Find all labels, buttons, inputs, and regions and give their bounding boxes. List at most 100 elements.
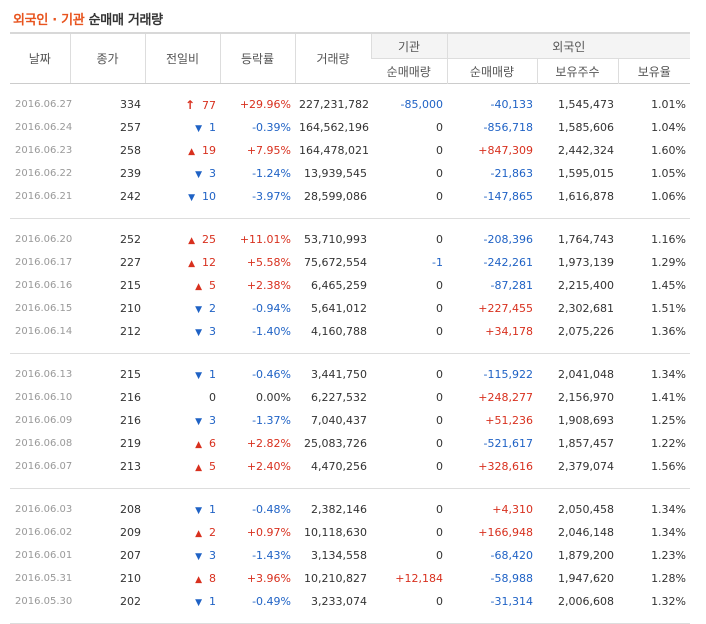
row-volume: 6,227,532 (311, 391, 367, 404)
row-change: ▼ 1 (145, 363, 220, 386)
row-foreign-ratio: 1.25% (651, 414, 687, 427)
row-foreign-net: +51,236 (485, 414, 533, 427)
row-close: 257 (120, 121, 141, 134)
row-change: ▼ 2 (145, 297, 220, 320)
row-change: ▲ 25 (145, 228, 220, 251)
table-row: 2016.06.01 207 ▼ 3 -1.43% 3,134,558 0 -68,420 1,… (10, 544, 690, 567)
row-rate: +11.01% (239, 233, 291, 246)
table-row: 2016.05.30 202 ▼ 1 -0.49% 3,233,074 0 -31,314 2,… (10, 590, 690, 613)
row-close: 202 (120, 595, 141, 608)
row-foreign-ratio: 1.41% (651, 391, 687, 404)
down-triangle-icon: ▼ (195, 552, 202, 562)
row-foreign-ratio: 1.22% (651, 437, 687, 450)
row-inst-net: 0 (436, 503, 443, 516)
row-foreign-net: -147,865 (483, 190, 533, 203)
row-change: ↑ 77 (145, 93, 220, 116)
row-foreign-hold: 1,764,743 (558, 233, 614, 246)
row-volume: 53,710,993 (304, 233, 367, 246)
row-volume: 7,040,437 (311, 414, 367, 427)
trading-table: 날짜 종가 전일비 등락률 거래량 기관 외국인 순매매량 순매매량 보유주수 … (10, 32, 691, 624)
table-row: 2016.05.31 210 ▲ 8 +3.96% 10,210,827 +12,184 -5… (10, 567, 690, 590)
row-inst-net: 0 (436, 549, 443, 562)
row-foreign-ratio: 1.36% (651, 325, 687, 338)
header-change: 전일비 (144, 33, 220, 84)
table-row: 2016.06.16 215 ▲ 5 +2.38% 6,465,259 0 -87,281 2,… (10, 274, 690, 297)
change-value: 10 (202, 190, 216, 203)
table-row: 2016.06.02 209 ▲ 2 +0.97% 10,118,630 0 +166,948… (10, 521, 690, 544)
table-row: 2016.06.21 242 ▼ 10 -3.97% 28,599,086 0 -147,86… (10, 185, 690, 208)
row-volume: 25,083,726 (304, 437, 367, 450)
row-date: 2016.06.08 (15, 438, 73, 449)
row-rate: +2.40% (246, 460, 291, 473)
row-foreign-hold: 2,379,074 (558, 460, 614, 473)
row-rate: -1.40% (252, 325, 291, 338)
down-triangle-icon: ▼ (195, 170, 202, 180)
up-triangle-icon: ▲ (188, 259, 195, 269)
row-volume: 75,672,554 (304, 256, 367, 269)
row-change: ▼ 3 (145, 162, 220, 185)
row-date: 2016.06.22 (15, 168, 73, 179)
row-rate: -1.37% (252, 414, 291, 427)
header-inst-group: 기관 (370, 33, 447, 59)
up-triangle-icon: ▲ (195, 463, 202, 473)
row-foreign-net: +227,455 (478, 302, 533, 315)
row-foreign-ratio: 1.60% (651, 144, 687, 157)
row-foreign-ratio: 1.16% (651, 233, 687, 246)
row-foreign-net: -68,420 (490, 549, 533, 562)
row-date: 2016.06.10 (15, 392, 73, 403)
table-row: 2016.06.27 334 ↑ 77 +29.96% 227,231,782 -85,00… (10, 93, 690, 116)
row-date: 2016.06.21 (15, 191, 73, 202)
change-value: 5 (209, 460, 216, 473)
up-triangle-icon: ▲ (195, 440, 202, 450)
change-value: 19 (202, 144, 216, 157)
row-volume: 3,441,750 (311, 368, 367, 381)
row-date: 2016.06.20 (15, 234, 73, 245)
row-inst-net: 0 (436, 302, 443, 315)
change-value: 8 (209, 572, 216, 585)
up-triangle-icon: ▲ (195, 282, 202, 292)
change-value: 3 (209, 549, 216, 562)
change-value: 77 (202, 98, 216, 112)
row-foreign-net: +248,277 (478, 391, 533, 404)
row-close: 334 (120, 98, 141, 111)
row-volume: 6,465,259 (311, 279, 367, 292)
row-foreign-hold: 1,947,620 (558, 572, 614, 585)
row-change: ▲ 19 (145, 139, 220, 162)
row-rate: -1.43% (252, 549, 291, 562)
row-foreign-net: -87,281 (490, 279, 533, 292)
row-date: 2016.06.03 (15, 504, 73, 515)
row-rate: -0.46% (252, 368, 291, 381)
row-volume: 3,134,558 (311, 549, 367, 562)
row-close: 219 (120, 437, 141, 450)
up-triangle-icon: ▲ (195, 529, 202, 539)
row-change: ▼ 10 (145, 185, 220, 208)
table-row: 2016.06.09 216 ▼ 3 -1.37% 7,040,437 0 +51,236 1,… (10, 409, 690, 432)
row-foreign-hold: 2,050,458 (558, 503, 614, 516)
row-foreign-hold: 1,616,878 (558, 190, 614, 203)
up-triangle-icon: ▲ (188, 236, 195, 246)
row-inst-net: 0 (436, 233, 443, 246)
row-close: 209 (120, 526, 141, 539)
row-date: 2016.06.16 (15, 280, 73, 291)
row-foreign-hold: 2,041,048 (558, 368, 614, 381)
row-inst-net: 0 (436, 190, 443, 203)
row-change: 0 (145, 386, 220, 409)
row-foreign-hold: 2,046,148 (558, 526, 614, 539)
row-rate: +5.58% (246, 256, 291, 269)
change-value: 6 (209, 437, 216, 450)
row-rate: -0.48% (252, 503, 291, 516)
change-value: 3 (209, 167, 216, 180)
row-foreign-ratio: 1.05% (651, 167, 687, 180)
table-body: 2016.06.27 334 ↑ 77 +29.96% 227,231,782 -85,00… (10, 84, 691, 624)
row-change: ▲ 6 (145, 432, 220, 455)
row-inst-net: 0 (436, 526, 443, 539)
row-date: 2016.06.01 (15, 550, 73, 561)
up-triangle-icon: ▲ (188, 147, 195, 157)
row-foreign-hold: 1,595,015 (558, 167, 614, 180)
row-inst-net: 0 (436, 368, 443, 381)
row-change: ▼ 3 (145, 320, 220, 343)
row-close: 215 (120, 368, 141, 381)
change-value: 5 (209, 279, 216, 292)
row-change: ▼ 3 (145, 409, 220, 432)
row-date: 2016.06.14 (15, 326, 73, 337)
